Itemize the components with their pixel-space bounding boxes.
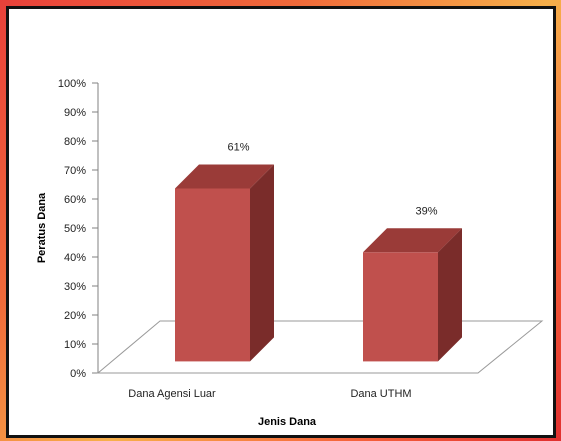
y-tick-label: 70% [64, 165, 86, 177]
bar-top [175, 164, 274, 189]
x-tick-label: Dana Agensi Luar [128, 388, 216, 400]
bar-side [438, 228, 462, 362]
y-tick-label: 0% [70, 368, 86, 380]
y-tick-label: 80% [64, 136, 86, 148]
bars: 61% 39% [175, 142, 462, 362]
bar-top [363, 228, 462, 253]
y-tick-label: 40% [64, 252, 86, 264]
bar-data-label: 39% [415, 205, 437, 217]
y-axis-ticks: 0% 10% 20% 30% 40% 50% 60% 70% 80% 90% 100% [58, 78, 99, 380]
bar-front [175, 188, 250, 362]
y-axis-title: Peratus Dana [36, 192, 48, 263]
floor-plane [96, 320, 544, 374]
bar-front [363, 252, 438, 362]
y-tick-label: 50% [64, 223, 86, 235]
x-axis-ticks: Dana Agensi Luar Dana UTHM [128, 388, 411, 400]
y-tick-label: 90% [64, 107, 86, 119]
y-tick-label: 60% [64, 194, 86, 206]
y-tick-label: 100% [58, 78, 86, 90]
y-tick-label: 30% [64, 281, 86, 293]
y-tick-label: 20% [64, 310, 86, 322]
x-axis-title: Jenis Dana [258, 416, 317, 428]
y-tick-label: 10% [64, 339, 86, 351]
chart-floor [96, 320, 544, 374]
bar-data-label: 61% [227, 142, 249, 154]
bar-side [250, 164, 274, 362]
x-tick-label: Dana UTHM [350, 388, 411, 400]
